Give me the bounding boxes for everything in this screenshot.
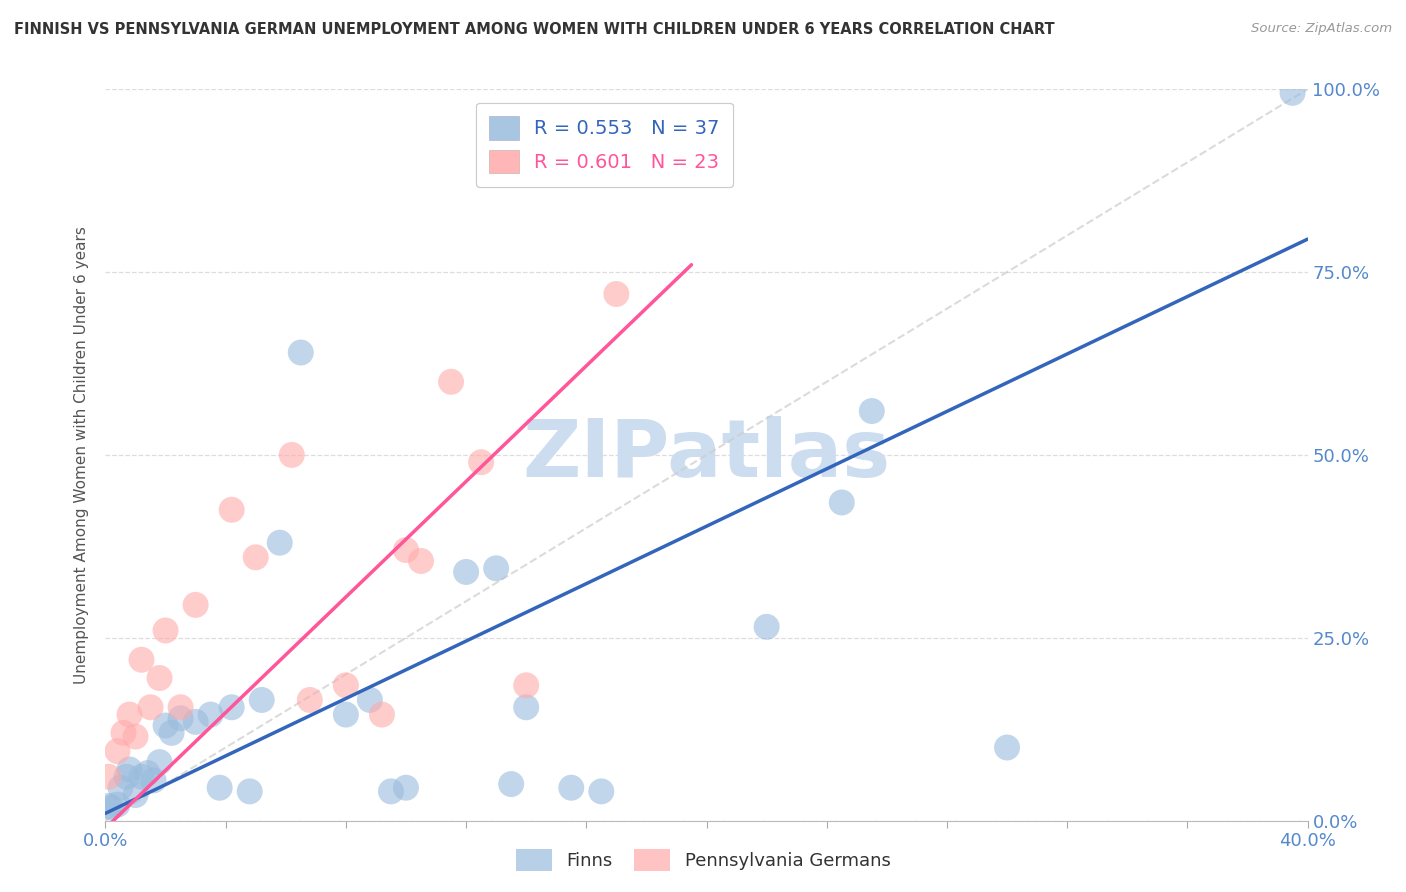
Point bbox=[148, 755, 170, 769]
Point bbox=[755, 620, 778, 634]
Point bbox=[485, 561, 508, 575]
Point bbox=[142, 773, 165, 788]
Point bbox=[515, 700, 537, 714]
Point bbox=[155, 624, 177, 638]
Point bbox=[860, 404, 883, 418]
Point bbox=[221, 503, 243, 517]
Point bbox=[148, 671, 170, 685]
Point bbox=[501, 777, 523, 791]
Text: FINNISH VS PENNSYLVANIA GERMAN UNEMPLOYMENT AMONG WOMEN WITH CHILDREN UNDER 6 YE: FINNISH VS PENNSYLVANIA GERMAN UNEMPLOYM… bbox=[14, 22, 1054, 37]
Point bbox=[269, 535, 291, 549]
Point bbox=[245, 550, 267, 565]
Point bbox=[118, 763, 141, 777]
Y-axis label: Unemployment Among Women with Children Under 6 years: Unemployment Among Women with Children U… bbox=[73, 226, 89, 684]
Text: Source: ZipAtlas.com: Source: ZipAtlas.com bbox=[1251, 22, 1392, 36]
Point bbox=[995, 740, 1018, 755]
Point bbox=[515, 678, 537, 692]
Point bbox=[371, 707, 394, 722]
Point bbox=[395, 543, 418, 558]
Point bbox=[1281, 86, 1303, 100]
Point bbox=[124, 788, 146, 802]
Point bbox=[155, 718, 177, 732]
Text: ZIPatlas: ZIPatlas bbox=[523, 416, 890, 494]
Point bbox=[250, 693, 273, 707]
Point bbox=[97, 799, 120, 814]
Legend: R = 0.553   N = 37, R = 0.601   N = 23: R = 0.553 N = 37, R = 0.601 N = 23 bbox=[475, 103, 733, 187]
Point bbox=[200, 707, 222, 722]
Point bbox=[107, 744, 129, 758]
Point bbox=[380, 784, 402, 798]
Point bbox=[605, 287, 627, 301]
Point bbox=[131, 770, 153, 784]
Point bbox=[591, 784, 613, 798]
Point bbox=[560, 780, 582, 795]
Point bbox=[169, 711, 191, 725]
Point bbox=[184, 598, 207, 612]
Point bbox=[118, 707, 141, 722]
Point bbox=[169, 700, 191, 714]
Point bbox=[115, 770, 138, 784]
Point bbox=[100, 800, 122, 814]
Point bbox=[298, 693, 321, 707]
Point bbox=[208, 780, 231, 795]
Point bbox=[359, 693, 381, 707]
Point bbox=[395, 780, 418, 795]
Legend: Finns, Pennsylvania Germans: Finns, Pennsylvania Germans bbox=[509, 842, 897, 879]
Point bbox=[470, 455, 492, 469]
Point bbox=[107, 797, 129, 812]
Point bbox=[184, 714, 207, 729]
Point bbox=[124, 730, 146, 744]
Point bbox=[440, 375, 463, 389]
Point bbox=[454, 565, 477, 579]
Point bbox=[110, 780, 132, 795]
Point bbox=[136, 766, 159, 780]
Point bbox=[335, 707, 357, 722]
Point bbox=[239, 784, 262, 798]
Point bbox=[160, 726, 183, 740]
Point bbox=[409, 554, 432, 568]
Point bbox=[335, 678, 357, 692]
Point bbox=[221, 700, 243, 714]
Point bbox=[290, 345, 312, 359]
Point bbox=[831, 495, 853, 509]
Point bbox=[281, 448, 304, 462]
Point bbox=[112, 726, 135, 740]
Point bbox=[131, 653, 153, 667]
Point bbox=[97, 770, 120, 784]
Point bbox=[139, 700, 162, 714]
